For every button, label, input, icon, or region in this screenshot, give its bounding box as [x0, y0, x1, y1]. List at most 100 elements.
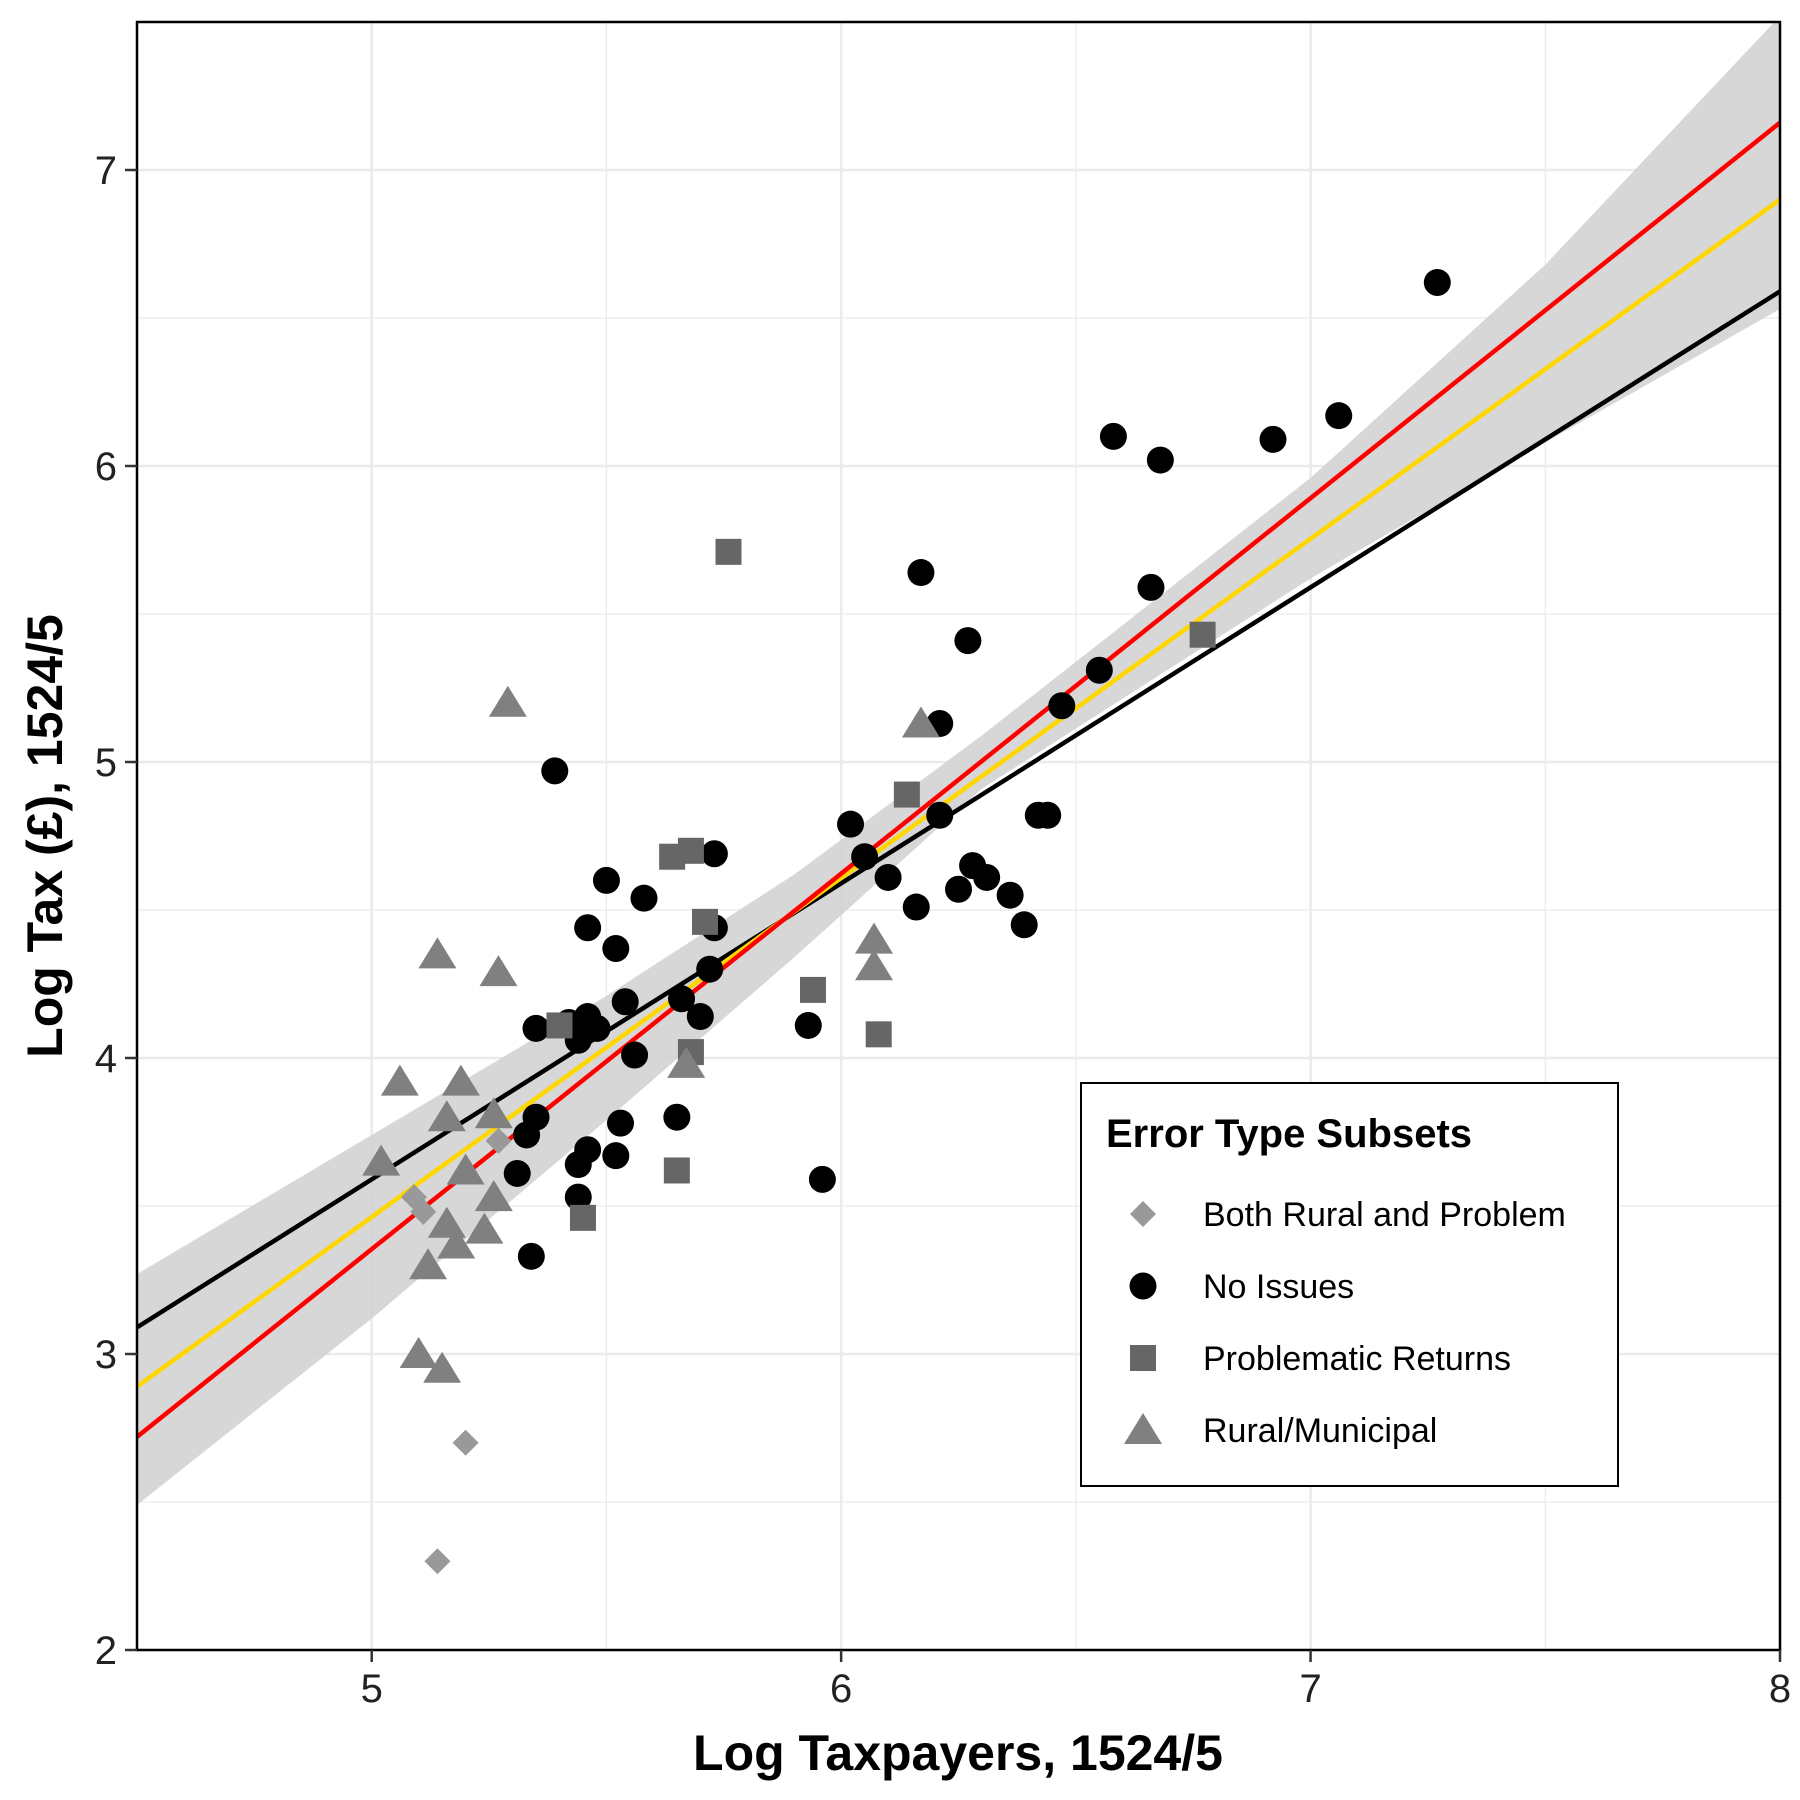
point-no-issues	[607, 1109, 635, 1137]
point-both-rural-and-problem	[485, 1127, 512, 1154]
point-problematic-returns	[893, 781, 920, 808]
point-rural-municipal	[901, 706, 940, 738]
point-no-issues	[1048, 692, 1076, 720]
confidence-band	[137, 22, 1780, 1505]
point-no-issues	[1423, 268, 1451, 296]
point-rural-municipal	[380, 1064, 419, 1096]
y-tick-label: 3	[95, 1333, 117, 1377]
point-no-issues	[602, 1142, 630, 1170]
legend-key-circle	[1129, 1272, 1157, 1300]
legend-key-diamond	[1130, 1201, 1156, 1227]
x-axis-title: Log Taxpayers, 1524/5	[693, 1725, 1223, 1781]
legend-label: Problematic Returns	[1203, 1340, 1511, 1378]
point-rural-municipal	[427, 1100, 466, 1132]
point-no-issues	[1259, 425, 1287, 453]
point-no-issues	[522, 1014, 550, 1042]
point-rural-municipal	[446, 1153, 485, 1185]
legend-key-triangle	[1124, 1413, 1162, 1444]
point-rural-municipal	[465, 1212, 504, 1244]
point-no-issues	[564, 1183, 592, 1211]
point-rural-municipal	[399, 1337, 438, 1368]
point-problematic-returns	[715, 538, 742, 565]
point-rural-municipal	[488, 685, 527, 717]
point-no-issues	[630, 884, 658, 912]
point-no-issues	[851, 843, 879, 871]
point-no-issues	[700, 840, 728, 868]
y-tick-label: 7	[95, 149, 117, 193]
x-tick-label: 8	[1769, 1667, 1791, 1711]
point-problematic-returns	[546, 1012, 573, 1039]
point-rural-municipal	[479, 955, 518, 987]
point-rural-municipal	[441, 1064, 480, 1096]
point-no-issues	[874, 863, 902, 891]
x-tick-label: 7	[1299, 1667, 1321, 1711]
axis-tick-labels: 5 6 7 8 2 3 4 5 6 7	[95, 149, 1791, 1711]
legend-label: Both Rural and Problem	[1203, 1196, 1566, 1234]
point-rural-municipal	[437, 1227, 476, 1259]
legend: Error Type Subsets Both Rural and Proble…	[1080, 1082, 1619, 1487]
legend-label: Rural/Municipal	[1203, 1412, 1437, 1450]
point-no-issues	[1085, 656, 1113, 684]
point-no-issues	[945, 875, 972, 903]
legend-items: Both Rural and Problem No Issues Problemat…	[1124, 1196, 1566, 1450]
y-tick-label: 6	[95, 445, 117, 489]
point-no-issues	[564, 1151, 592, 1179]
point-no-issues	[696, 955, 724, 983]
fit-line-3	[137, 120, 1780, 1439]
point-no-issues	[503, 1159, 531, 1187]
point-no-issues	[907, 559, 935, 587]
plot-border	[135, 20, 1782, 1652]
axis-ticks	[125, 168, 1782, 1662]
point-no-issues	[611, 988, 639, 1016]
point-no-issues	[621, 1041, 649, 1069]
point-no-issues	[954, 627, 982, 655]
x-tick-label: 6	[830, 1667, 852, 1711]
point-rural-municipal	[418, 937, 457, 969]
y-tick-label: 4	[95, 1037, 117, 1081]
point-no-issues	[996, 881, 1024, 909]
x-tick-label: 5	[361, 1667, 383, 1711]
point-both-rural-and-problem	[424, 1548, 451, 1575]
point-no-issues	[686, 1003, 714, 1031]
point-no-issues	[1034, 801, 1062, 829]
point-no-issues	[574, 914, 602, 942]
point-problematic-returns	[865, 1021, 892, 1048]
point-problematic-returns	[799, 976, 826, 1003]
point-no-issues	[926, 801, 954, 829]
point-no-issues	[1146, 446, 1174, 474]
legend-label: No Issues	[1203, 1268, 1354, 1306]
point-no-issues	[541, 757, 569, 785]
point-no-issues	[808, 1165, 836, 1193]
data-points	[362, 268, 1451, 1575]
y-tick-label: 5	[95, 741, 117, 785]
point-no-issues	[513, 1121, 541, 1149]
point-no-issues	[794, 1011, 822, 1039]
legend-key-square	[1130, 1345, 1156, 1371]
point-no-issues	[1137, 573, 1165, 601]
point-problematic-returns	[663, 1157, 690, 1184]
legend-title: Error Type Subsets	[1106, 1112, 1472, 1156]
point-no-issues	[1010, 911, 1038, 939]
point-no-issues	[1099, 422, 1127, 450]
y-tick-label: 2	[95, 1629, 117, 1673]
point-no-issues	[837, 810, 865, 838]
point-problematic-returns	[692, 908, 719, 935]
point-both-rural-and-problem	[410, 1198, 437, 1225]
point-no-issues	[668, 985, 696, 1013]
point-rural-municipal	[855, 949, 894, 981]
point-rural-municipal	[667, 1046, 706, 1078]
y-axis-title: Log Tax (£), 1524/5	[17, 614, 73, 1058]
point-no-issues	[602, 934, 630, 962]
point-no-issues	[592, 866, 620, 894]
point-rural-municipal	[362, 1144, 401, 1176]
point-no-issues	[517, 1242, 545, 1270]
point-rural-municipal	[409, 1248, 448, 1280]
point-no-issues	[1325, 402, 1353, 430]
point-rural-municipal	[855, 922, 894, 954]
point-no-issues	[663, 1103, 691, 1131]
point-rural-municipal	[423, 1351, 462, 1383]
point-problematic-returns	[677, 837, 704, 864]
fit-line-1	[137, 289, 1780, 1330]
point-no-issues	[902, 893, 930, 921]
